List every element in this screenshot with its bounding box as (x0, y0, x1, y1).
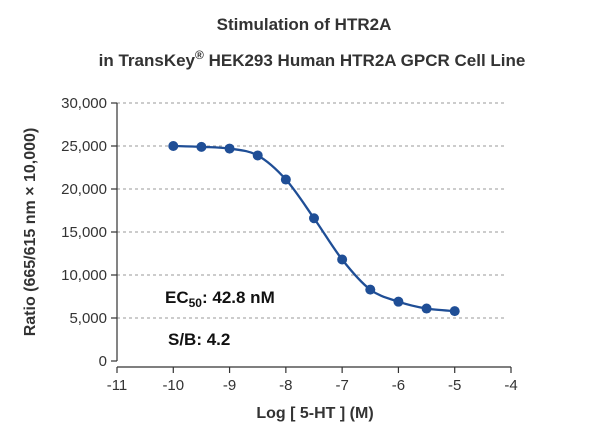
y-tick-label: 25,000 (61, 138, 107, 155)
x-tick-label: -5 (448, 377, 461, 394)
data-point (337, 254, 348, 265)
chart-title-line2: in TransKey® HEK293 Human HTR2A GPCR Cel… (99, 48, 526, 70)
x-tick-label: -11 (107, 377, 128, 394)
sb-annotation: S/B: 4.2 (168, 330, 230, 349)
data-points (168, 141, 460, 317)
data-point (280, 174, 291, 185)
series-line (173, 144, 455, 313)
grid-lines (117, 102, 507, 319)
y-tick-label: 30,000 (61, 95, 107, 112)
x-axis-label: Log [ 5-HT ] (M) (256, 405, 373, 422)
y-tick-label: 10,000 (61, 267, 107, 284)
ec50-subscript: 50 (189, 296, 203, 310)
registered-mark: ® (195, 48, 204, 62)
y-axis-ticks: 0 5,000 10,000 15,000 20,000 25,000 30,000 (61, 95, 117, 370)
y-tick-label: 0 (99, 353, 107, 370)
x-tick-label: -8 (279, 377, 292, 394)
y-axis-label: Ratio (665/615 nm × 10,000) (22, 128, 39, 337)
ec50-annotation: EC50: 42.8 nM (165, 288, 275, 310)
data-point (365, 284, 376, 295)
y-tick-label: 20,000 (61, 181, 107, 198)
title-line2-suffix: HEK293 Human HTR2A GPCR Cell Line (204, 51, 526, 70)
data-point (309, 213, 319, 224)
chart-title: Stimulation of HTR2A in TransKey® HEK293… (99, 15, 526, 70)
data-point (196, 141, 207, 152)
data-point (252, 150, 263, 161)
x-tick-label: -10 (162, 377, 184, 394)
data-point (393, 296, 404, 307)
ec50-value: : 42.8 nM (202, 288, 275, 307)
x-tick-label: -7 (335, 377, 348, 394)
data-point (449, 306, 460, 317)
data-point (168, 141, 179, 151)
data-point (224, 143, 235, 154)
title-line2-prefix: in TransKey (99, 51, 196, 70)
annotations: EC50: 42.8 nM S/B: 4.2 (165, 288, 275, 349)
ec50-prefix: EC (165, 288, 189, 307)
x-tick-label: -4 (504, 377, 517, 394)
x-tick-label: -9 (223, 377, 236, 394)
x-axis-ticks: -11 -10 -9 -8 -7 -6 -5 -4 (107, 367, 518, 394)
y-tick-label: 15,000 (61, 224, 107, 241)
x-tick-label: -6 (392, 377, 405, 394)
chart-title-line1: Stimulation of HTR2A (217, 15, 392, 34)
y-tick-label: 5,000 (69, 310, 107, 327)
data-point (421, 303, 432, 314)
